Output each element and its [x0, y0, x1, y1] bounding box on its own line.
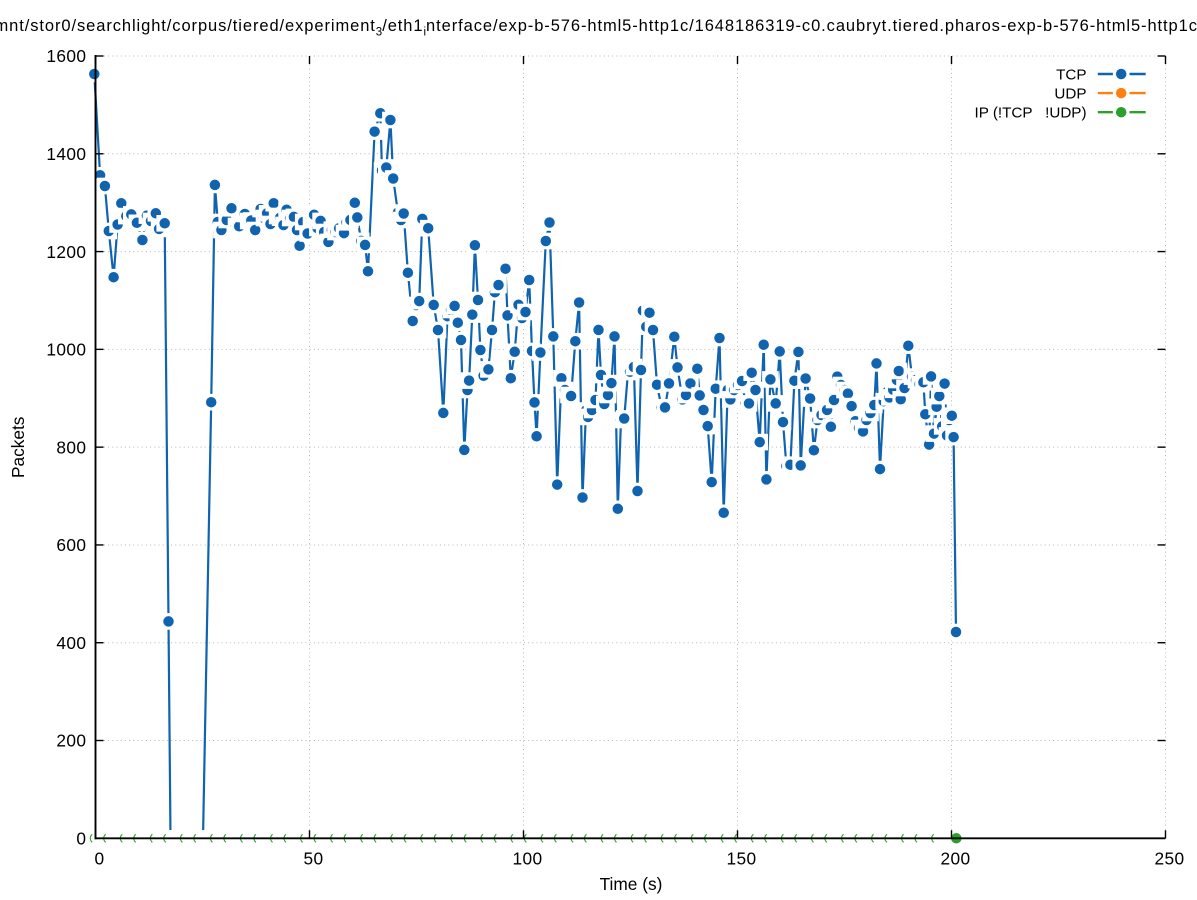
svg-text:0: 0 — [94, 848, 104, 868]
svg-text:TCP: TCP — [1056, 66, 1086, 83]
svg-text:1400: 1400 — [46, 144, 86, 164]
svg-text:UDP: UDP — [1054, 86, 1086, 103]
svg-text:Packets: Packets — [8, 416, 28, 478]
svg-text:200: 200 — [56, 731, 86, 751]
svg-text:400: 400 — [56, 633, 86, 653]
svg-text:250: 250 — [1154, 848, 1184, 868]
svg-text:150: 150 — [726, 848, 756, 868]
svg-text:50: 50 — [303, 848, 323, 868]
svg-text:Time (s): Time (s) — [600, 874, 663, 894]
svg-text:1600: 1600 — [46, 46, 86, 66]
svg-text:IP (!TCP !UDP): IP (!TCP !UDP) — [975, 105, 1087, 122]
svg-text:100: 100 — [512, 848, 542, 868]
svg-text:1200: 1200 — [46, 242, 86, 262]
svg-text:1000: 1000 — [46, 340, 86, 360]
svg-text:600: 600 — [56, 535, 86, 555]
svg-text:0: 0 — [76, 829, 86, 849]
svg-text:800: 800 — [56, 437, 86, 457]
svg-text:200: 200 — [940, 848, 970, 868]
